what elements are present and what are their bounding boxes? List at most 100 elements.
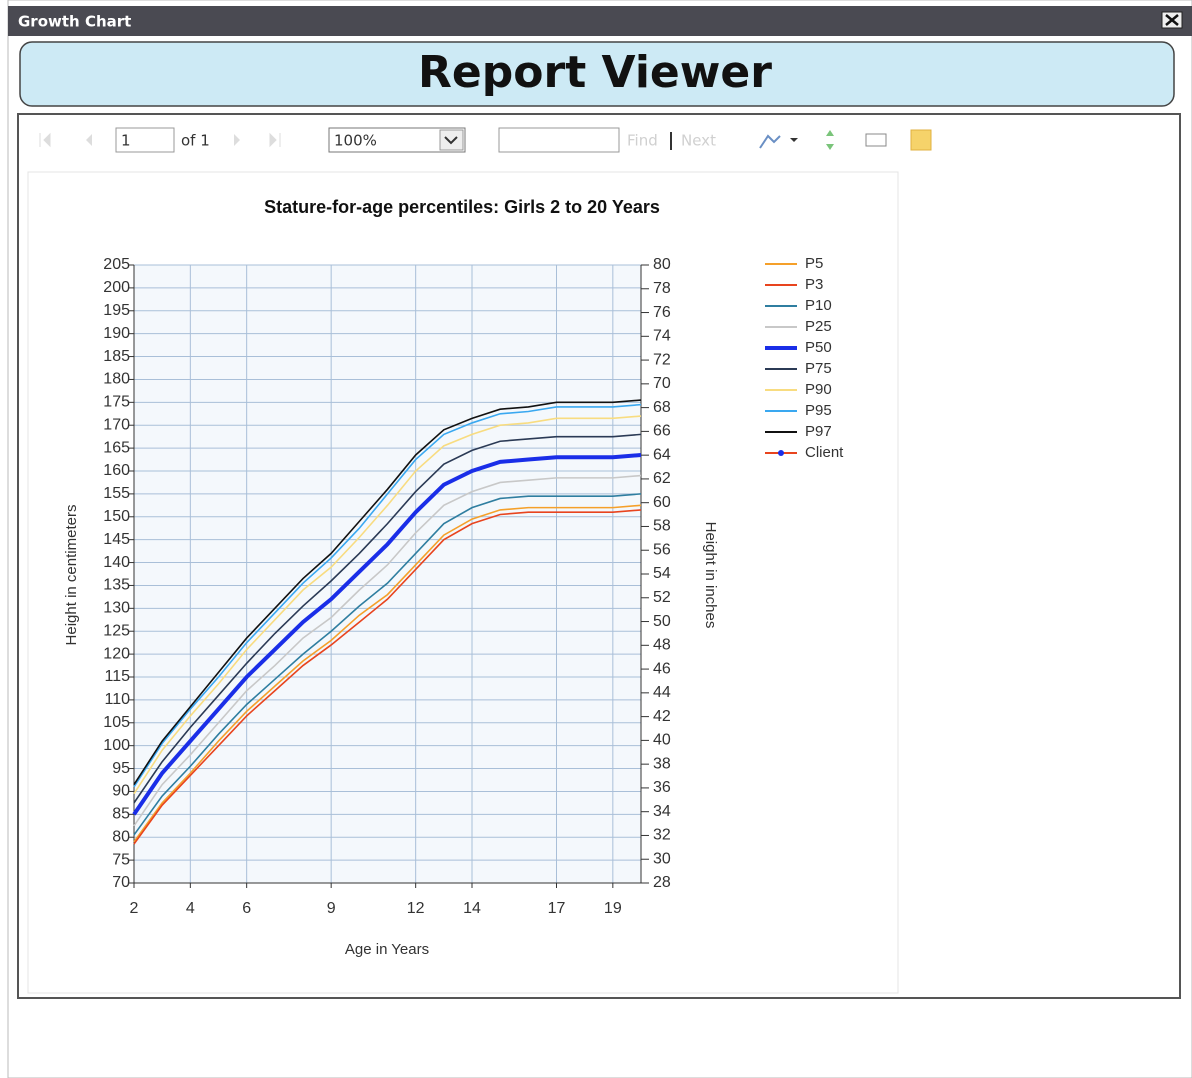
y-tick-label: 140 (103, 554, 130, 571)
export-button[interactable] (759, 134, 781, 149)
y-tick-label: 70 (112, 874, 130, 891)
y-tick-label: 170 (103, 416, 130, 433)
y-tick-label: 205 (103, 256, 130, 273)
legend-marker (778, 450, 784, 456)
page-number: 1 (121, 132, 131, 150)
series-line (133, 433, 642, 804)
y2-tick-label: 28 (653, 874, 671, 891)
x-tick-label: 4 (186, 900, 195, 917)
legend-label: P3 (805, 276, 823, 293)
y-tick-label: 155 (103, 485, 130, 502)
series-line (133, 474, 642, 827)
zoom-value: 100% (334, 132, 377, 150)
y2-tick-label: 40 (653, 732, 671, 749)
refresh-button[interactable] (826, 130, 834, 150)
x-tick-label: 14 (463, 900, 481, 917)
y-tick-label: 180 (103, 371, 130, 388)
legend-label: P10 (805, 297, 832, 314)
y2-tick-label: 34 (653, 803, 671, 820)
legend-label: P5 (805, 255, 823, 272)
y2-tick-label: 30 (653, 850, 671, 867)
x-tick-label: 19 (604, 900, 622, 917)
y-tick-label: 85 (112, 806, 130, 823)
y-tick-label: 115 (104, 668, 130, 685)
y2-tick-label: 58 (653, 518, 671, 535)
banner-title: Report Viewer (418, 47, 772, 98)
last-page[interactable] (269, 132, 281, 148)
y-tick-label: 100 (103, 737, 130, 754)
y2-tick-label: 76 (653, 304, 671, 321)
title-bar (8, 6, 1192, 36)
x-tick-label: 2 (130, 900, 139, 917)
next-button[interactable]: Next (681, 132, 716, 150)
chart-title: Stature-for-age percentiles: Girls 2 to … (264, 197, 660, 217)
previous-page[interactable] (86, 134, 92, 146)
y2-tick-label: 46 (653, 660, 671, 677)
window-frame (7, 0, 1192, 1078)
y-tick-label: 120 (103, 645, 130, 662)
plot-area (134, 265, 641, 883)
y2-tick-label: 38 (653, 755, 671, 772)
y-tick-label: 105 (103, 714, 130, 731)
x-tick-label: 17 (548, 900, 566, 917)
y-tick-label: 145 (103, 531, 130, 548)
legend-label: P90 (805, 381, 832, 398)
y2-tick-label: 72 (653, 351, 671, 368)
next-page[interactable] (234, 134, 240, 146)
toolbar: 1 of 1 100% Find Next (39, 127, 932, 153)
y2-tick-label: 68 (653, 399, 671, 416)
series-line (133, 403, 642, 788)
banner (19, 41, 1175, 107)
y2-tick-label: 78 (653, 280, 671, 297)
legend-label: P50 (805, 339, 832, 356)
y-tick-label: 110 (104, 691, 130, 708)
y2-tick-label: 48 (653, 637, 671, 654)
feed-button[interactable] (910, 129, 932, 151)
y2-tick-label: 74 (653, 328, 671, 345)
y2-axis-label: Height in inches (702, 522, 719, 629)
y-tick-label: 200 (103, 279, 130, 296)
y2-tick-label: 36 (653, 779, 671, 796)
page-input[interactable] (115, 127, 175, 153)
y-axis-label: Height in centimeters (63, 505, 80, 646)
close-button[interactable] (1161, 11, 1183, 29)
y2-tick-label: 70 (653, 375, 671, 392)
legend-label: P75 (805, 360, 832, 377)
y-tick-label: 185 (103, 348, 130, 365)
y-tick-label: 195 (103, 302, 130, 319)
y-tick-label: 160 (103, 462, 130, 479)
y2-tick-label: 32 (653, 827, 671, 844)
y-tick-label: 90 (112, 783, 130, 800)
y2-tick-label: 64 (653, 446, 671, 463)
y-tick-label: 150 (103, 508, 130, 525)
legend-label: Client (805, 444, 844, 461)
y-tick-label: 80 (112, 828, 130, 845)
legend-label: P95 (805, 402, 832, 419)
find-input[interactable] (498, 127, 620, 153)
y2-tick-label: 54 (653, 565, 671, 582)
print-button[interactable] (865, 133, 887, 147)
first-page[interactable] (39, 132, 51, 148)
x-axis-label: Age in Years (345, 941, 429, 958)
x-tick-label: 6 (242, 900, 251, 917)
y-tick-label: 135 (103, 577, 130, 594)
y-tick-label: 190 (103, 325, 130, 342)
y-tick-label: 75 (112, 851, 130, 868)
y-tick-label: 125 (103, 622, 130, 639)
series-line (133, 399, 642, 786)
y2-tick-label: 62 (653, 470, 671, 487)
y2-tick-label: 42 (653, 708, 671, 725)
legend-label: P25 (805, 318, 832, 335)
x-tick-label: 9 (327, 900, 336, 917)
find-button[interactable]: Find (627, 132, 658, 150)
series-line (133, 504, 642, 843)
y-tick-label: 95 (112, 760, 130, 777)
y2-tick-label: 60 (653, 494, 671, 511)
y-tick-label: 165 (103, 439, 130, 456)
y2-tick-label: 50 (653, 613, 671, 630)
window-title: Growth Chart (18, 13, 131, 31)
y2-tick-label: 56 (653, 541, 671, 558)
series-line (132, 452, 642, 816)
y-tick-label: 130 (103, 600, 130, 617)
